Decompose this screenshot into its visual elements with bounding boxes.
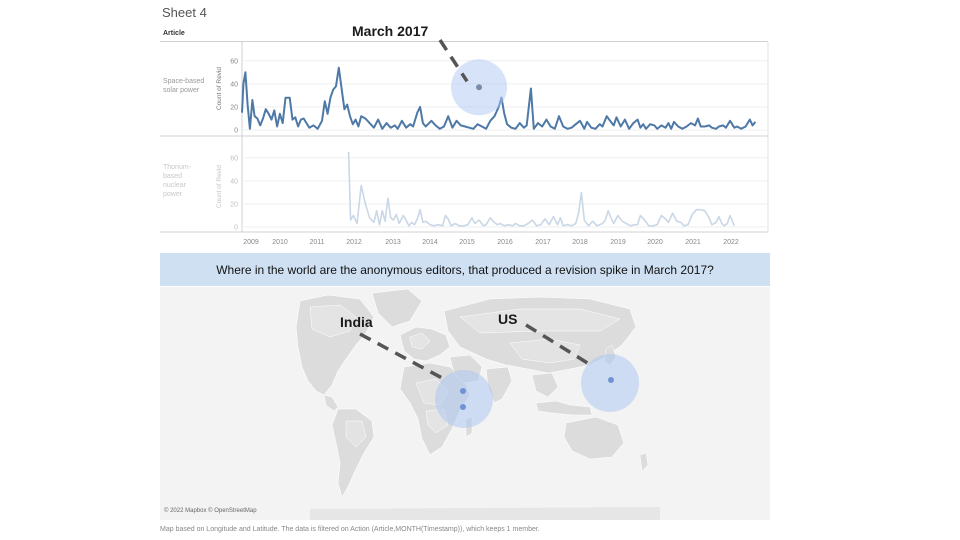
x-tick-label: 2017 <box>535 239 551 246</box>
india-point[interactable] <box>460 388 466 394</box>
series-line <box>241 66 757 130</box>
x-tick-label: 2022 <box>723 239 739 246</box>
x-tick-label: 2016 <box>497 239 513 246</box>
x-tick-label: 2012 <box>346 239 362 246</box>
y-tick-label: 40 <box>230 81 238 88</box>
header-divider <box>160 41 768 42</box>
question-text: Where in the world are the anonymous edi… <box>216 262 714 277</box>
row-label-line: Thorium- <box>163 164 192 171</box>
india-highlight-circle <box>435 370 493 428</box>
callout-india: India <box>340 314 373 330</box>
x-tick-label: 2011 <box>309 239 324 246</box>
y-tick-label: 40 <box>230 178 238 185</box>
y-tick-label: 20 <box>230 104 238 111</box>
x-tick-label: 2009 <box>243 239 259 246</box>
row-label-line: based <box>163 173 183 180</box>
row-label-line: power <box>163 191 183 198</box>
row-label-space-solar: Space-based solar power <box>163 77 204 95</box>
row-label-thorium: Thorium- based nuclear power <box>163 163 191 199</box>
x-tick-label: 2015 <box>459 239 475 246</box>
us-highlight-circle <box>581 354 639 412</box>
x-tick-label: 2021 <box>685 239 701 246</box>
callout-march-2017: March 2017 <box>352 23 429 39</box>
highlight-point <box>476 84 483 91</box>
map-callouts <box>359 323 639 428</box>
x-tick-label: 2018 <box>572 239 588 246</box>
series-line <box>347 151 736 227</box>
y-tick-label: 60 <box>230 155 238 162</box>
x-tick-label: 2014 <box>422 239 438 246</box>
line-charts: 0 20 40 60 0 20 40 60 2009 2010 2011 2012 2013 2014 20… <box>160 39 769 246</box>
row-label-line: Space-based <box>163 78 205 85</box>
x-tick-label: 2010 <box>272 239 288 246</box>
us-leader-line <box>525 323 595 369</box>
y-tick-label: 0 <box>234 225 238 232</box>
india-point[interactable] <box>460 404 466 410</box>
footnote: Map based on Longitude and Latitude. The… <box>160 526 540 533</box>
map-attribution[interactable]: © 2022 Mapbox © OpenStreetMap <box>164 508 257 514</box>
sheet-title: Sheet 4 <box>162 5 207 20</box>
us-point[interactable] <box>608 377 614 383</box>
callout-leader-line <box>438 39 469 83</box>
row-label-line: nuclear <box>163 182 186 189</box>
callout-us: US <box>498 311 518 327</box>
x-tick-label: 2013 <box>385 239 401 246</box>
article-column-header: Article <box>163 30 185 37</box>
y-tick-label: 20 <box>230 201 238 208</box>
row-label-line: solar power <box>163 87 200 94</box>
y-tick-label: 0 <box>234 128 238 135</box>
question-banner: Where in the world are the anonymous edi… <box>160 253 770 286</box>
y-tick-label: 60 <box>230 58 238 65</box>
x-tick-label: 2019 <box>610 239 626 246</box>
x-tick-label: 2020 <box>647 239 663 246</box>
india-leader-line <box>359 332 445 381</box>
world-map[interactable] <box>160 287 770 520</box>
